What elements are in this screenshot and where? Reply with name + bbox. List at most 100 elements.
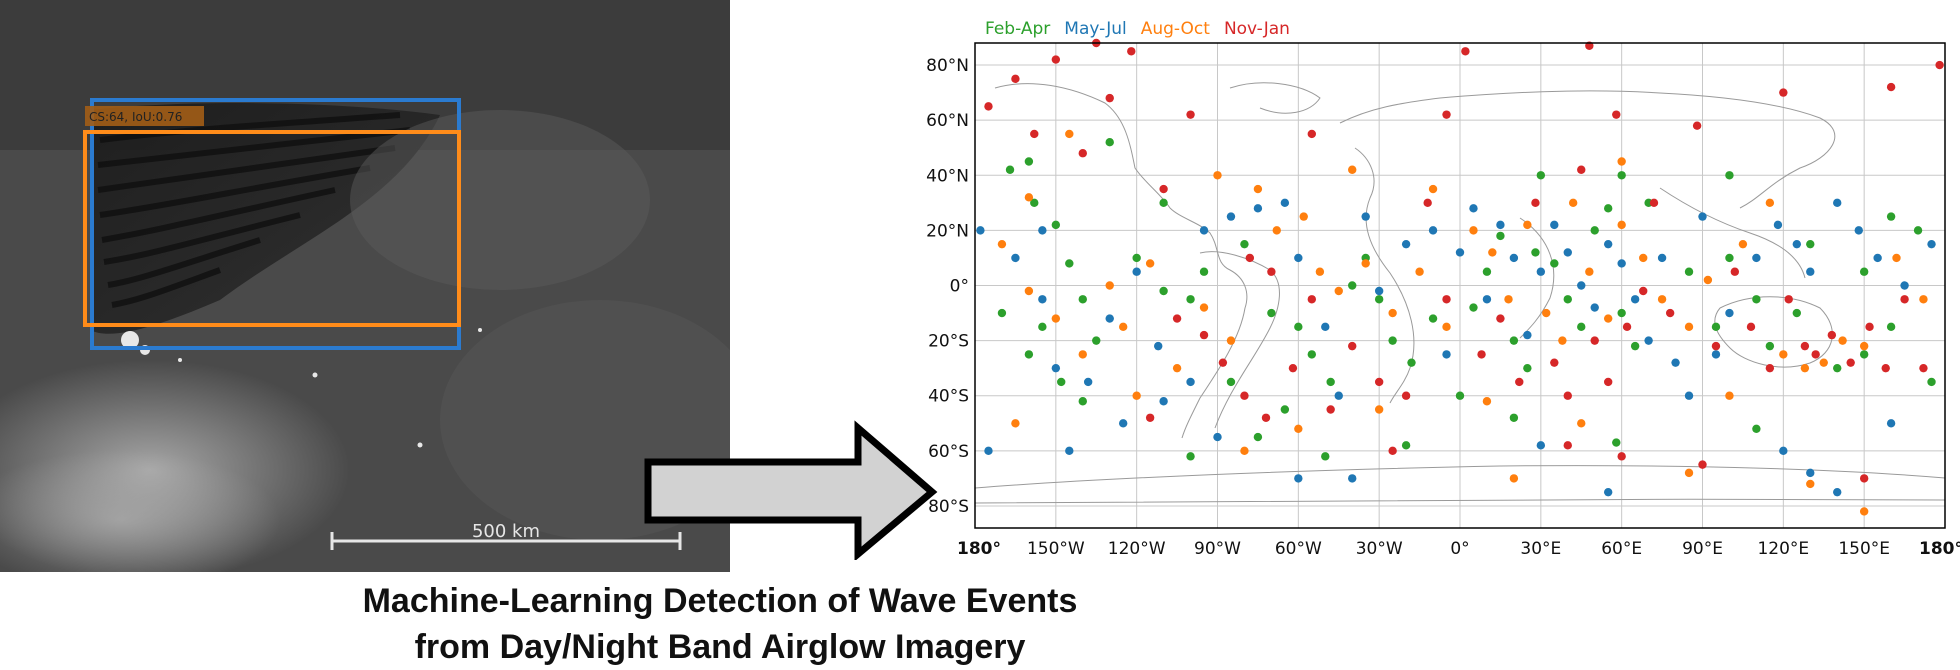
data-point: [1374, 377, 1384, 387]
data-point: [1496, 314, 1505, 323]
data-point: [1577, 281, 1586, 290]
series-aug-oct: [997, 129, 1928, 516]
data-point: [1649, 198, 1659, 208]
data-point: [1092, 336, 1101, 345]
data-point: [1401, 391, 1411, 400]
data-point: [1159, 198, 1168, 208]
data-point: [1590, 226, 1599, 235]
data-point: [1186, 452, 1195, 461]
data-point: [1132, 391, 1141, 400]
data-point: [1118, 322, 1128, 332]
data-point: [1159, 184, 1168, 194]
data-point: [1859, 507, 1869, 516]
data-point: [1590, 303, 1599, 312]
data-point: [1455, 248, 1465, 257]
data-point: [1859, 267, 1869, 276]
data-point: [1307, 129, 1317, 139]
data-point: [1509, 413, 1519, 422]
data-point: [1065, 129, 1074, 139]
data-point: [1294, 424, 1303, 433]
data-point: [1280, 405, 1290, 414]
data-point: [1684, 267, 1694, 276]
data-point: [1199, 226, 1209, 235]
data-point: [1065, 259, 1074, 268]
data-point: [1622, 322, 1632, 332]
data-point: [1515, 377, 1524, 387]
data-point: [1186, 110, 1195, 119]
data-point: [1326, 377, 1335, 387]
data-point: [1784, 295, 1793, 304]
data-point: [1558, 336, 1567, 345]
data-point: [1657, 295, 1667, 304]
data-point: [1833, 198, 1842, 208]
data-point: [1536, 267, 1546, 276]
data-point: [1509, 253, 1519, 263]
data-point: [1873, 253, 1882, 263]
data-point: [1779, 350, 1788, 359]
data-point: [1024, 350, 1034, 359]
data-point: [1145, 259, 1155, 268]
data-point: [1469, 204, 1478, 213]
legend-entry: Nov-Jan: [1224, 19, 1290, 39]
data-point: [1407, 358, 1416, 367]
data-point: [1428, 226, 1438, 235]
data-point: [1935, 60, 1944, 70]
data-point: [1725, 308, 1734, 318]
data-point: [1083, 377, 1093, 387]
data-point: [1024, 193, 1034, 202]
cloud-lower: [0, 450, 280, 572]
data-point: [1509, 336, 1519, 345]
data-point: [1886, 419, 1896, 428]
data-point: [1078, 149, 1087, 158]
data-point: [1127, 47, 1136, 56]
y-tick-label: 80°S: [928, 497, 969, 517]
data-point: [1800, 363, 1810, 373]
data-point: [1307, 295, 1317, 304]
data-point: [1321, 452, 1330, 461]
data-point: [1900, 295, 1909, 304]
data-point: [1105, 281, 1114, 290]
x-tick-label: 90°W: [1194, 539, 1241, 559]
data-point: [1496, 220, 1505, 230]
data-point: [1024, 157, 1034, 166]
data-point: [1078, 295, 1087, 304]
scale-label: 500 km: [472, 521, 540, 542]
data-point: [1267, 267, 1276, 276]
data-point: [1927, 377, 1936, 387]
data-point: [1415, 267, 1424, 276]
data-point: [1765, 363, 1775, 373]
data-point: [1145, 413, 1155, 422]
data-point: [1348, 341, 1357, 351]
data-point: [1172, 314, 1182, 323]
data-point: [1536, 171, 1546, 180]
y-axis-ticks: 80°N 60°N 40°N 20°N 0° 20°S 40°S 60°S 80°S: [926, 56, 969, 517]
data-point: [1865, 322, 1874, 332]
data-point: [1617, 171, 1626, 180]
data-point: [1639, 253, 1648, 263]
data-point: [1267, 308, 1276, 318]
data-point: [1226, 212, 1236, 221]
data-point: [1172, 363, 1182, 373]
data-point: [1253, 204, 1263, 213]
data-point: [997, 308, 1007, 318]
data-point: [1886, 322, 1896, 332]
data-point: [1738, 239, 1748, 249]
data-point: [1665, 308, 1675, 318]
legend-entry: May-Jul: [1064, 19, 1126, 39]
data-point: [1051, 363, 1061, 373]
data-point: [1477, 350, 1486, 359]
data-point: [1919, 363, 1928, 373]
detection-label-bg: [85, 106, 204, 126]
y-tick-label: 40°S: [928, 387, 969, 407]
data-point: [1779, 446, 1788, 456]
data-point: [1698, 212, 1707, 221]
data-point: [1226, 336, 1236, 345]
data-point: [1725, 171, 1734, 180]
data-point: [1806, 239, 1815, 249]
data-point: [1542, 308, 1551, 318]
x-tick-label: 150°E: [1838, 539, 1890, 559]
data-point: [1105, 93, 1114, 103]
data-point: [1523, 363, 1532, 373]
data-point: [1374, 405, 1384, 414]
data-point: [1361, 212, 1370, 221]
